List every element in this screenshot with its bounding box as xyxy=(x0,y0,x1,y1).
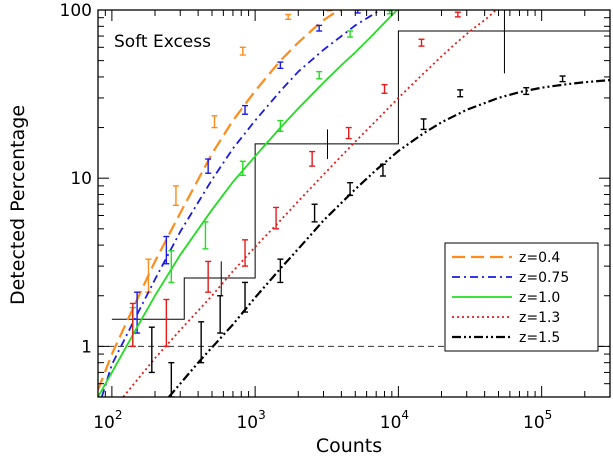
plot-area xyxy=(98,10,610,397)
series-line xyxy=(122,10,497,397)
data-point xyxy=(347,30,354,38)
data-point xyxy=(129,302,136,348)
data-point xyxy=(559,75,566,83)
data-point xyxy=(239,160,246,177)
x-tick-label: 102 xyxy=(93,408,122,433)
data-point xyxy=(273,206,280,230)
data-point xyxy=(420,118,427,131)
data-point xyxy=(277,258,284,284)
plot-frame xyxy=(97,9,611,398)
data-point xyxy=(217,295,224,334)
x-tick-label: 104 xyxy=(380,408,409,433)
data-point xyxy=(242,239,249,267)
x-tick-label: 103 xyxy=(236,408,265,433)
legend-item: z=1.3 xyxy=(452,310,560,326)
axis-labels: 102 103 104 105 1 10 100 xyxy=(60,1,553,433)
legend-label: z=0.4 xyxy=(519,250,560,266)
y-tick-label: 100 xyxy=(60,1,92,21)
series-line xyxy=(100,10,381,397)
legend-item: z=1.5 xyxy=(452,330,560,346)
data-point xyxy=(242,104,249,115)
legend-label: z=1.0 xyxy=(519,290,560,306)
data-point xyxy=(316,24,323,32)
x-axis-label: Counts xyxy=(316,435,382,457)
data-point xyxy=(381,83,388,94)
x-tick-label: 105 xyxy=(523,408,552,433)
y-axis-label: Detected Percentage xyxy=(7,105,29,305)
data-point xyxy=(454,11,461,18)
data-point xyxy=(168,250,175,284)
data-point xyxy=(168,361,175,397)
legend-label: z=1.5 xyxy=(519,330,560,346)
data-point xyxy=(311,203,318,223)
series-line xyxy=(98,10,342,391)
data-point xyxy=(202,221,209,250)
legend: z=0.4 z=0.75 z=1.0 z=1.3 z=1.5 xyxy=(444,242,599,352)
chart-annotation: Soft Excess xyxy=(114,32,211,52)
data-point xyxy=(418,38,425,47)
data-point xyxy=(148,326,155,374)
data-point xyxy=(277,61,284,70)
data-point xyxy=(198,321,205,364)
data-point xyxy=(242,281,249,313)
data-point xyxy=(163,298,170,348)
legend-label: z=0.75 xyxy=(519,270,569,286)
data-point xyxy=(163,235,170,265)
series-line xyxy=(168,79,610,397)
data-point xyxy=(211,115,218,129)
data-point xyxy=(285,13,292,21)
data-point xyxy=(457,89,464,98)
data-point xyxy=(316,70,323,80)
data-point xyxy=(379,163,386,177)
data-point xyxy=(205,158,212,174)
data-point xyxy=(347,182,354,197)
data-point xyxy=(239,46,246,56)
axis-ticks xyxy=(97,9,611,398)
legend-item: z=1.0 xyxy=(452,290,560,306)
data-point xyxy=(523,87,530,96)
legend-item: z=0.75 xyxy=(452,270,569,286)
data-point xyxy=(205,260,212,293)
data-point xyxy=(309,150,316,167)
y-tick-label: 1 xyxy=(81,337,92,357)
data-point xyxy=(277,119,284,133)
legend-item: z=0.4 xyxy=(452,250,560,266)
histogram-steps xyxy=(111,30,610,320)
legend-label: z=1.3 xyxy=(519,310,560,326)
data-point xyxy=(172,185,179,206)
y-tick-label: 10 xyxy=(70,169,92,189)
data-point xyxy=(345,126,352,140)
